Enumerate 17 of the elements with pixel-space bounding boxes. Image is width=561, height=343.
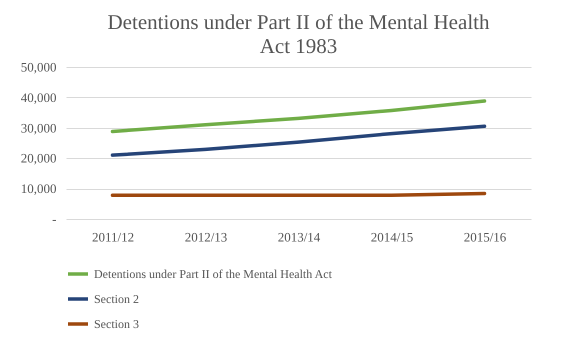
y-tick-label: - bbox=[52, 212, 56, 226]
x-tick-label: 2013/14 bbox=[278, 230, 321, 244]
legend-label: Section 3 bbox=[94, 317, 139, 331]
y-tick-label: 40,000 bbox=[20, 90, 56, 105]
x-tick-label: 2012/13 bbox=[184, 230, 228, 244]
chart-title: Detentions under Part II of the Mental Health Act 1983 bbox=[108, 10, 490, 58]
y-tick-label: 10,000 bbox=[20, 181, 56, 196]
legend-label: Detentions under Part II of the Mental Health Act bbox=[94, 267, 333, 281]
x-tick-label: 2015/16 bbox=[464, 230, 507, 244]
y-tick-label: 30,000 bbox=[20, 120, 56, 136]
y-tick-label: 20,000 bbox=[20, 150, 56, 166]
line-series bbox=[110, 99, 486, 134]
x-tick-label: 2011/12 bbox=[92, 230, 134, 244]
legend-label: Section 2 bbox=[94, 292, 139, 306]
y-tick-label: 50,000 bbox=[20, 60, 56, 74]
line-series bbox=[110, 124, 486, 157]
x-tick-label: 2014/15 bbox=[370, 230, 414, 244]
